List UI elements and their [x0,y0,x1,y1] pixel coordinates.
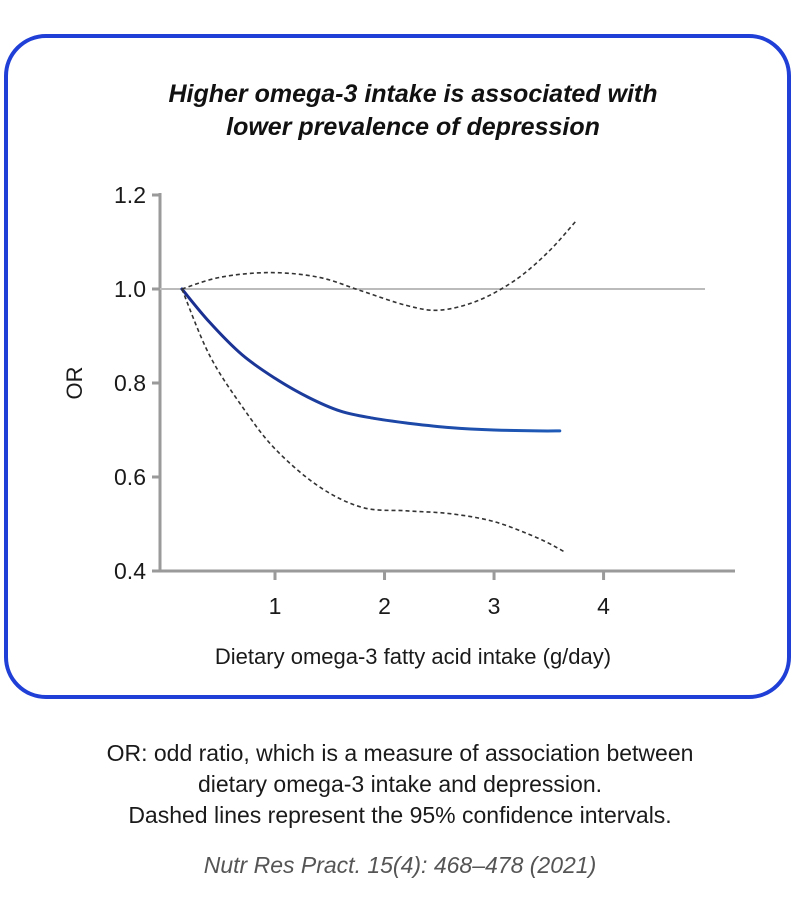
chart-title: Higher omega-3 intake is associated with… [0,78,800,144]
y-tick-label: 0.6 [114,464,146,490]
y-tick-label: 1.2 [114,182,146,208]
chart-card [4,34,791,699]
y-tick-label: 0.4 [114,558,146,584]
caption-line-1: OR: odd ratio, which is a measure of ass… [106,740,694,766]
series-estimate-line [180,287,562,433]
y-tick-label: 1.0 [114,276,146,302]
source-citation: Nutr Res Pract. 15(4): 468–478 (2021) [203,852,597,878]
series-ci-upper-line [181,220,577,312]
caption-line-2: dietary omega-3 intake and depression. [197,771,603,797]
series-ci-lower-line [181,288,566,553]
line-chart: 0.4 0.6 0.8 1.0 1.2 1 2 3 4 Dietary omega-3 fatty… [62,182,735,669]
x-axis-label: Dietary omega-3 fatty acid intake (g/day… [215,644,611,669]
x-tick-label: 3 [488,593,501,619]
x-tick-label: 1 [269,593,282,619]
y-tick-label: 0.8 [114,370,146,396]
chart-title-line-2: lower prevalence of depression [226,113,600,141]
caption: OR: odd ratio, which is a measure of ass… [0,738,800,831]
chart-title-line-1: Higher omega-3 intake is associated with [168,80,658,108]
caption-line-3: Dashed lines represent the 95% confidenc… [128,802,672,828]
y-axis-label: OR [62,367,87,400]
x-tick-label: 4 [597,593,610,619]
x-tick-label: 2 [378,593,391,619]
